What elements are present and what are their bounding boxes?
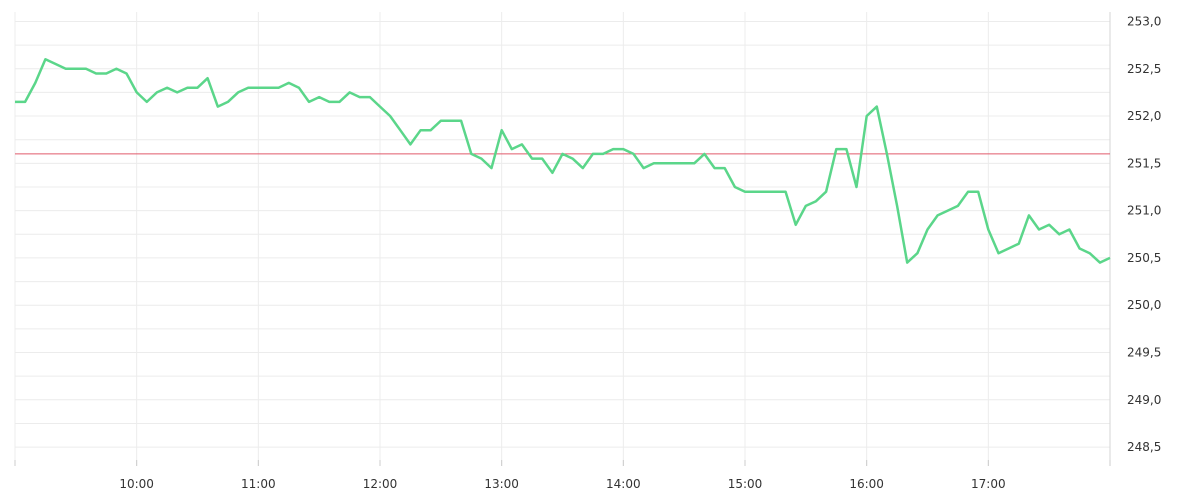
y-tick-label: 249,0: [1127, 393, 1161, 407]
y-tick-label: 253,0: [1127, 14, 1161, 28]
x-tick-label: 12:00: [363, 477, 398, 491]
x-tick-label: 13:00: [484, 477, 519, 491]
y-tick-label: 252,5: [1127, 62, 1161, 76]
y-tick-label: 251,0: [1127, 204, 1161, 218]
x-axis-tick-marks: [14, 460, 1111, 466]
x-tick-label: 11:00: [241, 477, 276, 491]
y-axis-tick-labels: 248,5 249,0 249,5 250,0 250,5 251,0 251,5 252,0…: [1127, 14, 1161, 454]
x-tick-label: 10:00: [119, 477, 154, 491]
x-tick-label: 14:00: [606, 477, 641, 491]
y-tick-label: 248,5: [1127, 440, 1161, 454]
y-tick-label: 249,5: [1127, 346, 1161, 360]
horizontal-gridlines: [15, 20, 1110, 448]
y-tick-label: 252,0: [1127, 109, 1161, 123]
series-line: [15, 58, 1111, 264]
y-tick-label: 250,0: [1127, 298, 1161, 312]
y-tick-label: 251,5: [1127, 156, 1161, 170]
vertical-gridlines: [14, 12, 1111, 466]
x-tick-label: 17:00: [971, 477, 1006, 491]
x-axis-tick-labels: 10:00 11:00 12:00 13:00 14:00 15:00 16:00 17:00: [119, 477, 1005, 491]
x-tick-label: 15:00: [728, 477, 763, 491]
x-tick-label: 16:00: [849, 477, 884, 491]
y-tick-label: 250,5: [1127, 251, 1161, 265]
